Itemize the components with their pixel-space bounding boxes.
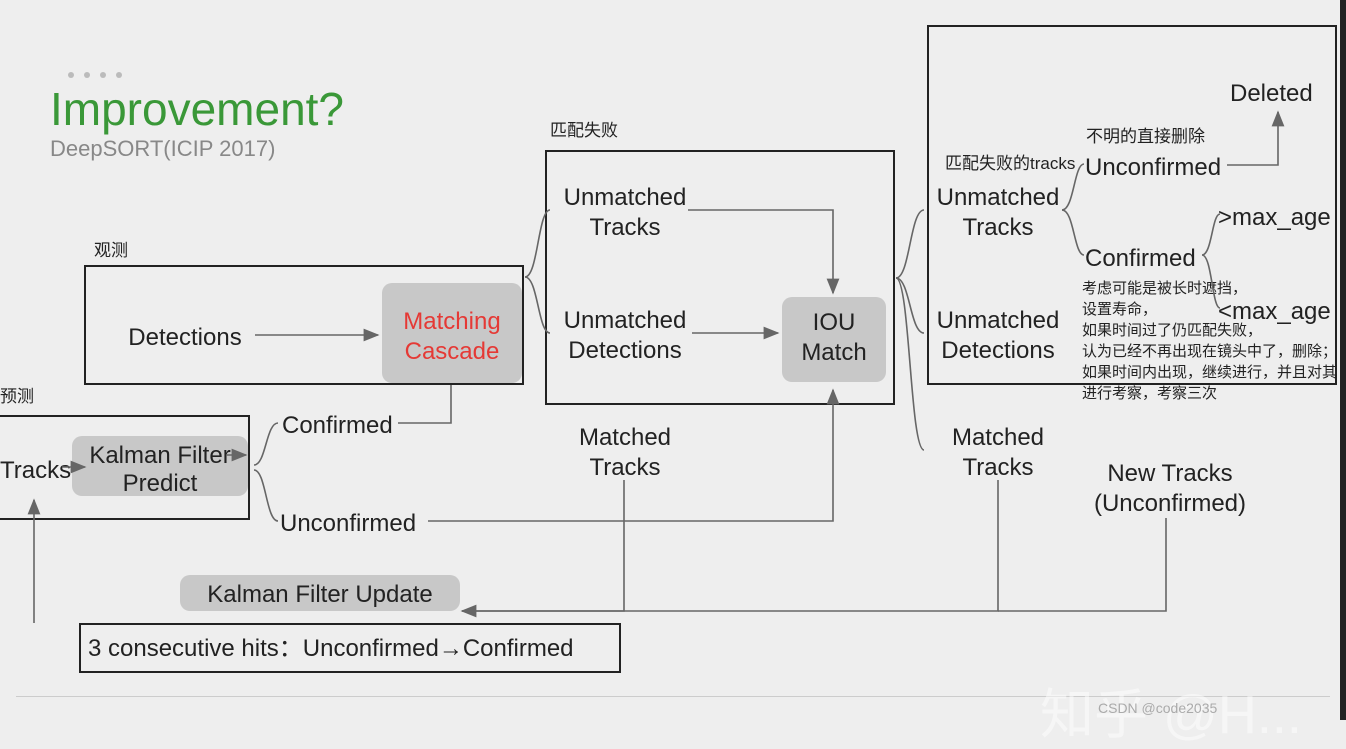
label-deleted: Deleted xyxy=(1230,78,1313,109)
label-kf-update: Kalman Filter Update xyxy=(180,579,460,610)
label-kf1: Kalman Filter xyxy=(72,440,248,471)
r-confirmed: Confirmed xyxy=(1085,243,1196,274)
label-predict: 预测 xyxy=(0,386,34,408)
label-unconfirmed: Unconfirmed xyxy=(280,508,416,539)
label-observe: 观测 xyxy=(94,240,128,262)
label-newtracks1: New Tracks xyxy=(1080,458,1260,489)
page-title: Improvement? xyxy=(50,82,344,136)
r-mt2: Tracks xyxy=(933,452,1063,483)
r-unconfirmed: Unconfirmed xyxy=(1085,152,1221,183)
label-hits: 3 consecutive hits：Unconfirmed→Confirmed xyxy=(88,633,574,664)
r-ud2: Detections xyxy=(933,335,1063,366)
label-direct-delete: 不明的直接删除 xyxy=(1086,126,1205,148)
label-kf2: Predict xyxy=(72,468,248,499)
credit: CSDN @code2035 xyxy=(1098,700,1217,716)
label-match-fail-tracks: 匹配失败的tracks xyxy=(945,153,1075,175)
label-match-fail: 匹配失败 xyxy=(550,120,618,142)
mid-ut2: Tracks xyxy=(560,212,690,243)
mid-mt1: Matched xyxy=(560,422,690,453)
label-tracks: Tracks xyxy=(0,455,66,486)
label-gtmax: >max_age xyxy=(1218,202,1331,233)
r-ud1: Unmatched xyxy=(933,305,1063,336)
r-mt1: Matched xyxy=(933,422,1063,453)
page-subtitle: DeepSORT(ICIP 2017) xyxy=(50,136,275,162)
header-dots xyxy=(68,72,122,78)
label-iou2: Match xyxy=(782,337,886,368)
mid-ud2: Detections xyxy=(560,335,690,366)
label-detections: Detections xyxy=(105,322,265,353)
label-iou1: IOU xyxy=(782,307,886,338)
label-cascade-2: Cascade xyxy=(382,336,522,367)
r-ut1: Unmatched xyxy=(933,182,1063,213)
label-newtracks2: (Unconfirmed) xyxy=(1080,488,1260,519)
label-confirmed: Confirmed xyxy=(282,410,393,441)
mid-mt2: Tracks xyxy=(560,452,690,483)
mid-ut1: Unmatched xyxy=(560,182,690,213)
label-cascade-1: Matching xyxy=(382,306,522,337)
label-note: 考虑可能是被长时遮挡， 设置寿命， 如果时间过了仍匹配失败， 认为已经不再出现在… xyxy=(1082,278,1342,404)
r-ut2: Tracks xyxy=(933,212,1063,243)
mid-ud1: Unmatched xyxy=(560,305,690,336)
